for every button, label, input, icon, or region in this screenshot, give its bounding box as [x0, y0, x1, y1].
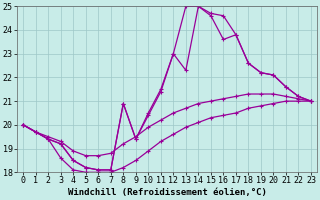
X-axis label: Windchill (Refroidissement éolien,°C): Windchill (Refroidissement éolien,°C) — [68, 188, 267, 197]
